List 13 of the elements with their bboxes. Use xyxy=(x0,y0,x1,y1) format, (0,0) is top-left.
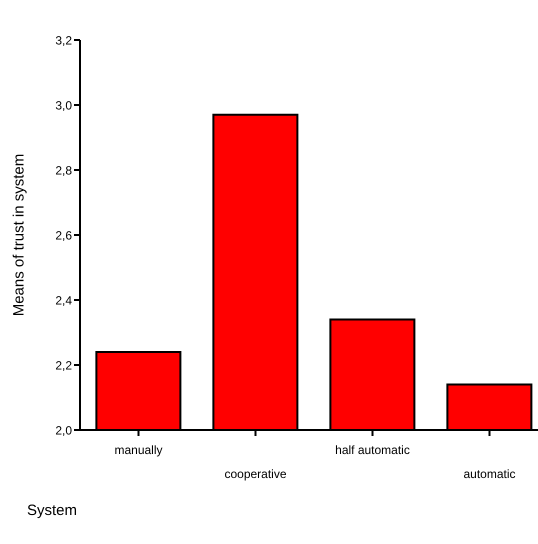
y-tick-label: 2,2 xyxy=(55,358,72,372)
y-tick-label: 2,4 xyxy=(55,293,72,308)
y-axis-title: Means of trust in system xyxy=(10,154,28,316)
x-tick-label: half automatic xyxy=(335,443,410,457)
y-tick-label: 3,2 xyxy=(55,33,72,48)
y-tick-label: 2,0 xyxy=(55,423,72,438)
y-tick-label: 2,8 xyxy=(55,163,72,178)
y-tick-label: 3,0 xyxy=(55,98,72,112)
y-tick-label: 2,6 xyxy=(55,228,72,242)
x-tick-label: cooperative xyxy=(224,467,287,481)
x-axis-title: System xyxy=(27,502,78,519)
x-tick-label: manually xyxy=(114,443,163,457)
x-tick-label: automatic xyxy=(463,467,516,481)
